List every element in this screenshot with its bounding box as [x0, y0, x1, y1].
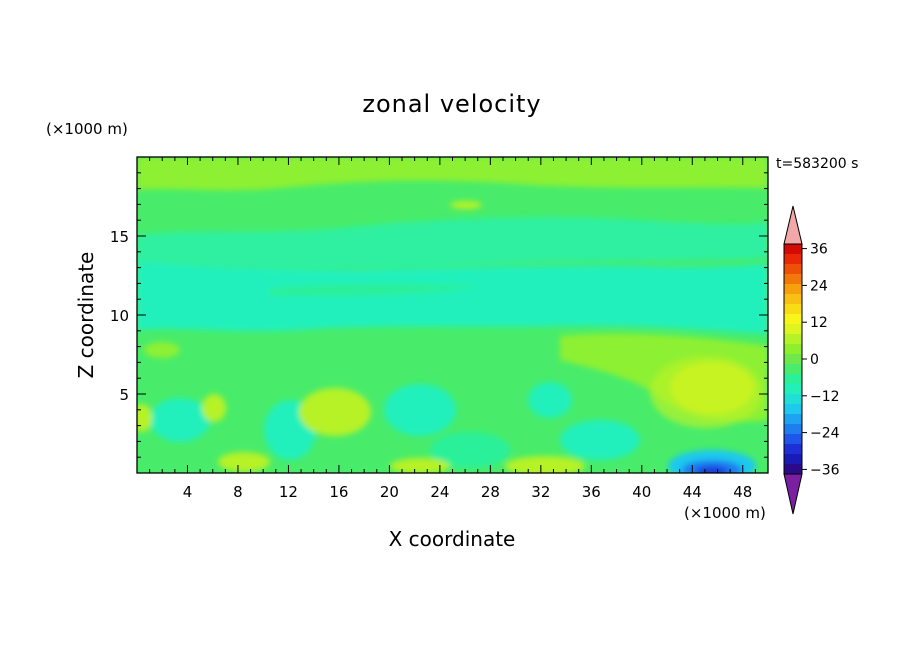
colorbar-bin — [784, 274, 802, 285]
time-label: t=583200 s — [776, 156, 858, 172]
middle-cyan-layer — [137, 262, 768, 334]
colorbar-bin — [784, 334, 802, 345]
negative-core — [696, 466, 728, 473]
colorbar-bin — [784, 314, 802, 325]
lower-cyan-d — [528, 382, 572, 418]
x-ticks: 4 8 12 16 20 24 28 32 36 40 44 48 — [149, 157, 756, 501]
colorbar-bin — [784, 434, 802, 445]
x-tick-label: 24 — [430, 483, 449, 501]
x-tick-label: 32 — [531, 483, 550, 501]
colorbar-bin — [784, 444, 802, 455]
lower-cyan-e — [560, 420, 640, 460]
lower-positive-e — [390, 458, 450, 473]
upper-patch — [450, 201, 482, 209]
colorbar-bin — [784, 404, 802, 415]
velocity-field — [137, 157, 768, 473]
y-axis-label: Z coordinate — [74, 252, 98, 379]
colorbar-bin — [784, 264, 802, 275]
lower-positive-a — [299, 388, 371, 436]
field-contours — [137, 157, 768, 473]
colorbar-tick-label: 12 — [810, 315, 828, 331]
lower-positive-d — [218, 452, 270, 472]
colorbar-bin — [784, 424, 802, 435]
colorbar-tick-label: 36 — [810, 242, 828, 258]
upper-band — [137, 157, 768, 191]
lower-cyan-a — [150, 398, 210, 442]
colorbar-bin — [784, 304, 802, 315]
x-tick-label: 20 — [380, 483, 399, 501]
colorbar-bin — [784, 394, 802, 405]
y-tick-label: 5 — [119, 386, 129, 404]
x-tick-label: 28 — [481, 483, 500, 501]
chart-title: zonal velocity — [362, 90, 541, 118]
colorbar-bin — [784, 384, 802, 395]
colorbar-tick-label: −24 — [810, 426, 840, 442]
y-unit-label: (×1000 m) — [46, 120, 128, 138]
x-tick-label: 36 — [582, 483, 601, 501]
upper-cyan-band — [137, 217, 768, 269]
colorbar-tick-label: 0 — [810, 352, 819, 368]
lower-cyan-f — [430, 432, 510, 468]
x-axis-label: X coordinate — [389, 527, 516, 551]
colorbar-bin — [784, 294, 802, 305]
x-tick-label: 16 — [329, 483, 348, 501]
lower-positive-b — [202, 394, 226, 422]
colorbar-bin — [784, 364, 802, 375]
green-stripe — [270, 284, 480, 296]
x-tick-label: 12 — [279, 483, 298, 501]
colorbar-bin — [784, 454, 802, 465]
colorbar-bin — [784, 324, 802, 335]
y-tick-label: 15 — [110, 228, 129, 246]
colorbar-bin — [784, 244, 802, 255]
positive-core-outer — [650, 356, 762, 428]
colorbar-tick-label: 24 — [810, 278, 828, 294]
lower-cyan-c — [384, 384, 456, 436]
x-unit-label: (×1000 m) — [684, 504, 766, 522]
x-tick-label: 44 — [683, 483, 702, 501]
colorbar-bin — [784, 284, 802, 295]
x-tick-label: 4 — [183, 483, 193, 501]
y-ticks: 5 10 15 — [110, 172, 768, 458]
lower-positive-c — [137, 404, 152, 432]
colorbar-bin — [784, 374, 802, 385]
colorbar-bin — [784, 344, 802, 355]
colorbar-bin — [784, 414, 802, 425]
colorbar-over-arrow — [783, 205, 803, 245]
colorbar-bin — [784, 254, 802, 265]
y-tick-label: 10 — [110, 307, 129, 325]
colorbar: 36 24 12 0 −12 −24 −36 — [783, 205, 840, 515]
colorbar-tick-label: −12 — [810, 389, 840, 405]
x-tick-label: 40 — [632, 483, 651, 501]
colorbar-bin — [784, 354, 802, 365]
x-tick-label: 8 — [233, 483, 243, 501]
lower-positive-g — [144, 342, 180, 358]
colorbar-tick-label: −36 — [810, 462, 840, 478]
lower-positive-f — [505, 456, 585, 473]
x-tick-label: 48 — [733, 483, 752, 501]
colorbar-bin — [784, 464, 802, 475]
colorbar-under-arrow — [783, 473, 803, 515]
